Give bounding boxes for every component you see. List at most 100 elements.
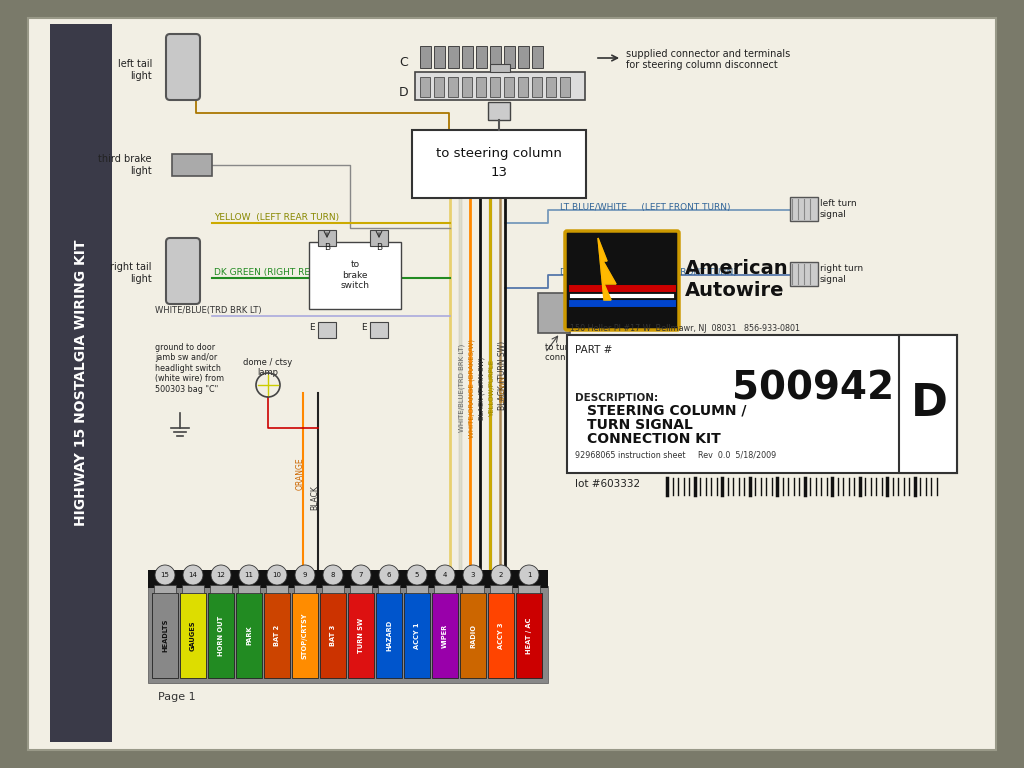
- Bar: [518, 585, 540, 593]
- Bar: [420, 77, 430, 97]
- Bar: [460, 593, 486, 678]
- Text: lot #603332: lot #603332: [575, 479, 640, 489]
- Text: STEERING COLUMN /: STEERING COLUMN /: [587, 404, 746, 418]
- Text: HEAT / AC: HEAT / AC: [526, 617, 532, 654]
- Bar: [292, 593, 318, 678]
- Bar: [378, 585, 400, 593]
- Circle shape: [519, 565, 539, 585]
- Circle shape: [155, 565, 175, 585]
- Text: DK GREEN (RIGHT REAR TURN): DK GREEN (RIGHT REAR TURN): [214, 268, 353, 277]
- Text: BROWN: BROWN: [499, 375, 505, 402]
- Text: WHITE/ORANGE (BRAKES/W): WHITE/ORANGE (BRAKES/W): [469, 339, 475, 438]
- Circle shape: [239, 565, 259, 585]
- Text: 500942: 500942: [732, 370, 894, 408]
- Text: 5: 5: [415, 572, 419, 578]
- Text: 3: 3: [471, 572, 475, 578]
- Bar: [790, 262, 818, 286]
- Bar: [790, 197, 818, 221]
- Bar: [434, 46, 445, 68]
- Circle shape: [183, 565, 203, 585]
- Text: 15: 15: [161, 572, 169, 578]
- Text: BLACK (TURN SW): BLACK (TURN SW): [498, 341, 507, 410]
- Bar: [488, 593, 514, 678]
- Text: GAUGES: GAUGES: [190, 621, 196, 650]
- Text: TURN SW: TURN SW: [358, 618, 364, 653]
- Bar: [370, 322, 388, 338]
- Polygon shape: [598, 238, 616, 300]
- Bar: [348, 593, 374, 678]
- Text: 7: 7: [358, 572, 364, 578]
- FancyBboxPatch shape: [166, 238, 200, 304]
- Bar: [210, 585, 232, 593]
- Bar: [476, 77, 486, 97]
- Bar: [490, 77, 500, 97]
- Text: B: B: [324, 243, 330, 252]
- Circle shape: [379, 565, 399, 585]
- Bar: [412, 130, 586, 198]
- Text: left turn
signal: left turn signal: [820, 200, 857, 219]
- Bar: [518, 77, 528, 97]
- Text: Autowire: Autowire: [685, 280, 784, 300]
- Text: PART #: PART #: [575, 345, 612, 355]
- Bar: [567, 335, 957, 473]
- Text: third brake
light: third brake light: [98, 154, 152, 176]
- Bar: [350, 585, 372, 593]
- Bar: [488, 102, 510, 120]
- Text: Page 1: Page 1: [158, 692, 196, 702]
- Circle shape: [351, 565, 371, 585]
- FancyBboxPatch shape: [166, 34, 200, 100]
- Text: E: E: [309, 323, 314, 332]
- Text: to steering column
13: to steering column 13: [436, 147, 562, 179]
- Text: WHITE/BLUE(TRD BRK LT): WHITE/BLUE(TRD BRK LT): [155, 306, 261, 315]
- Bar: [148, 586, 548, 683]
- Bar: [238, 585, 260, 593]
- Text: DESCRIPTION:: DESCRIPTION:: [575, 393, 658, 403]
- Circle shape: [463, 565, 483, 585]
- Text: to turn signal indicator
connector from 500353 bag "E": to turn signal indicator connector from …: [545, 343, 678, 362]
- Text: 6: 6: [387, 572, 391, 578]
- Bar: [172, 154, 212, 176]
- Text: 8: 8: [331, 572, 335, 578]
- Bar: [319, 593, 346, 678]
- Text: CONNECTION KIT: CONNECTION KIT: [587, 432, 721, 446]
- Bar: [899, 335, 957, 473]
- Text: D: D: [398, 87, 408, 100]
- Text: RADIO: RADIO: [470, 624, 476, 647]
- Bar: [532, 46, 543, 68]
- Bar: [432, 593, 458, 678]
- Bar: [538, 293, 570, 333]
- Bar: [504, 46, 515, 68]
- Circle shape: [267, 565, 287, 585]
- FancyBboxPatch shape: [309, 242, 401, 309]
- Text: right turn
signal: right turn signal: [820, 264, 863, 283]
- Bar: [532, 77, 542, 97]
- Bar: [476, 46, 487, 68]
- Text: HIGHWAY 15 NOSTALGIA WIRING KIT: HIGHWAY 15 NOSTALGIA WIRING KIT: [74, 240, 88, 526]
- Text: 9: 9: [303, 572, 307, 578]
- Text: 12: 12: [216, 572, 225, 578]
- Bar: [504, 77, 514, 97]
- Text: WHITE/BLUE(TRD BRK LT): WHITE/BLUE(TRD BRK LT): [459, 344, 465, 432]
- Bar: [406, 585, 428, 593]
- Text: 92968065 instruction sheet     Rev  0.0  5/18/2009: 92968065 instruction sheet Rev 0.0 5/18/…: [575, 451, 776, 460]
- Bar: [490, 585, 512, 593]
- Text: right tail
light: right tail light: [111, 262, 152, 284]
- Bar: [154, 585, 176, 593]
- Bar: [376, 593, 402, 678]
- Polygon shape: [598, 238, 616, 300]
- Bar: [434, 585, 456, 593]
- Bar: [318, 322, 336, 338]
- Text: BLACK: BLACK: [310, 485, 319, 510]
- Text: 10: 10: [272, 572, 282, 578]
- Bar: [182, 585, 204, 593]
- Text: ACCY 1: ACCY 1: [414, 622, 420, 649]
- Text: HEADLTS: HEADLTS: [162, 619, 168, 652]
- Bar: [434, 77, 444, 97]
- Bar: [420, 46, 431, 68]
- Text: TURN SIGNAL: TURN SIGNAL: [587, 418, 693, 432]
- Text: 4: 4: [442, 572, 447, 578]
- Text: 11: 11: [245, 572, 254, 578]
- Bar: [264, 593, 290, 678]
- Bar: [462, 46, 473, 68]
- FancyBboxPatch shape: [565, 231, 679, 330]
